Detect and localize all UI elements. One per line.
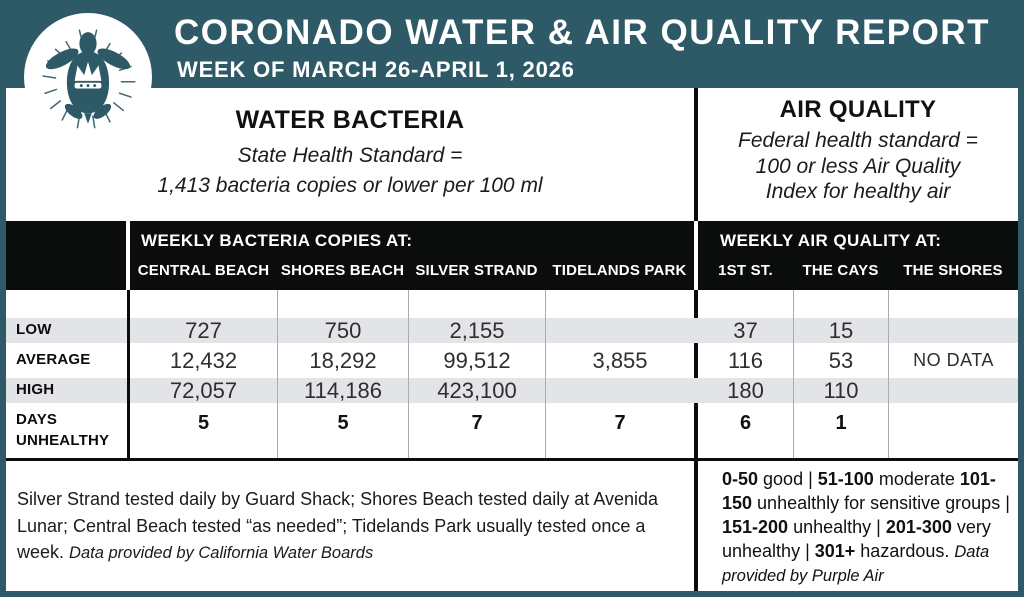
table-cell bbox=[889, 378, 1018, 403]
column-header-tidelands-park: TIDELANDS PARK bbox=[552, 262, 687, 279]
table-cell: 18,292 bbox=[309, 347, 377, 373]
row-stripe-high bbox=[6, 378, 1018, 403]
report-title: CORONADO WATER & AIR QUALITY REPORT bbox=[174, 13, 991, 52]
column-gridline bbox=[408, 290, 409, 458]
column-header-silver-strand: SILVER STRAND bbox=[415, 262, 538, 279]
row-label-high: HIGH bbox=[16, 381, 55, 399]
air-standard-line2: 100 or less Air Quality bbox=[755, 154, 961, 178]
table-cell: 1 bbox=[835, 411, 847, 434]
table-cell: 7 bbox=[471, 411, 483, 434]
water-group-header: WEEKLY BACTERIA COPIES AT: bbox=[141, 231, 413, 250]
water-columns-header-band: WEEKLY BACTERIA COPIES AT: CENTRAL BEACH… bbox=[130, 221, 694, 290]
table-cell bbox=[546, 378, 694, 403]
table-cell: 727 bbox=[185, 317, 222, 343]
column-header-1st-st: 1ST ST. bbox=[718, 262, 773, 279]
water-standard-line1: State Health Standard = bbox=[237, 144, 463, 167]
column-gridline bbox=[545, 290, 546, 458]
crowned-sea-turtle-logo bbox=[24, 13, 152, 141]
table-cell: 423,100 bbox=[437, 377, 517, 403]
aqi-legend: 0-50 good | 51-100 moderate 101-150 unhe… bbox=[722, 469, 1010, 585]
section-divider-vertical-bottom bbox=[694, 290, 698, 591]
table-cell: 72,057 bbox=[169, 377, 238, 403]
table-cell: 116 bbox=[727, 347, 764, 373]
table-cell bbox=[889, 403, 1018, 443]
air-quality-section-header: AIR QUALITY Federal health standard = 10… bbox=[698, 96, 1018, 205]
air-standard-line3: Index for healthy air bbox=[765, 180, 951, 204]
table-cell: 12,432 bbox=[169, 347, 238, 373]
water-data-source: Data provided by California Water Boards bbox=[69, 544, 374, 563]
turtle-icon bbox=[42, 29, 136, 129]
table-cell: 53 bbox=[828, 347, 854, 373]
air-columns-header-band: WEEKLY AIR QUALITY AT: 1ST ST. THE CAYS … bbox=[698, 221, 1018, 290]
row-label-days-unhealthy: DAYS UNHEALTHY bbox=[16, 411, 110, 449]
table-cell: 7 bbox=[614, 411, 626, 434]
table-cell: 114,186 bbox=[304, 377, 382, 403]
water-section-title: WATER BACTERIA bbox=[235, 106, 465, 134]
table-cell: 5 bbox=[337, 411, 349, 434]
table-cell: 99,512 bbox=[443, 347, 511, 373]
column-header-the-shores: THE SHORES bbox=[903, 262, 1003, 279]
column-header-central-beach: CENTRAL BEACH bbox=[137, 262, 270, 279]
column-gridline bbox=[793, 290, 794, 458]
air-standard-line1: Federal health standard = bbox=[738, 129, 978, 152]
no-data-cell: NO DATA bbox=[913, 350, 994, 370]
column-header-the-cays: THE CAYS bbox=[802, 262, 879, 279]
table-cell: 2,155 bbox=[449, 317, 505, 343]
table-cell: 5 bbox=[197, 411, 210, 434]
table-cell bbox=[546, 318, 694, 343]
column-header-shores-beach: SHORES BEACH bbox=[280, 262, 405, 279]
water-testing-footnote: Silver Strand tested daily by Guard Shac… bbox=[17, 486, 693, 566]
row-label-low: LOW bbox=[16, 321, 52, 339]
table-cell: 110 bbox=[823, 377, 859, 403]
table-cell: 750 bbox=[324, 317, 362, 343]
row-label-average: AVERAGE bbox=[16, 351, 91, 369]
table-cell: 3,855 bbox=[592, 347, 648, 373]
section-divider-vertical-top bbox=[694, 88, 698, 221]
column-gridline bbox=[888, 290, 889, 458]
water-note-text: Silver Strand tested daily by Guard Shac… bbox=[17, 489, 659, 563]
label-column-divider bbox=[127, 290, 130, 461]
table-cell: 15 bbox=[828, 317, 854, 343]
table-cell bbox=[889, 318, 1018, 343]
air-group-header: WEEKLY AIR QUALITY AT: bbox=[720, 231, 942, 250]
table-cell: 180 bbox=[727, 377, 764, 403]
table-footer-divider bbox=[6, 458, 1018, 461]
row-stripe-low bbox=[6, 318, 1018, 343]
band-corner-cell bbox=[6, 221, 126, 290]
report-week-subtitle: WEEK OF MARCH 26-APRIL 1, 2026 bbox=[177, 57, 575, 82]
water-standard-line2: 1,413 bacteria copies or lower per 100 m… bbox=[157, 174, 543, 198]
column-gridline bbox=[277, 290, 278, 458]
air-section-title: AIR QUALITY bbox=[779, 96, 937, 123]
table-cell: 37 bbox=[733, 317, 758, 343]
table-cell: 6 bbox=[739, 411, 752, 434]
water-bacteria-section-header: WATER BACTERIA State Health Standard = 1… bbox=[6, 106, 694, 202]
